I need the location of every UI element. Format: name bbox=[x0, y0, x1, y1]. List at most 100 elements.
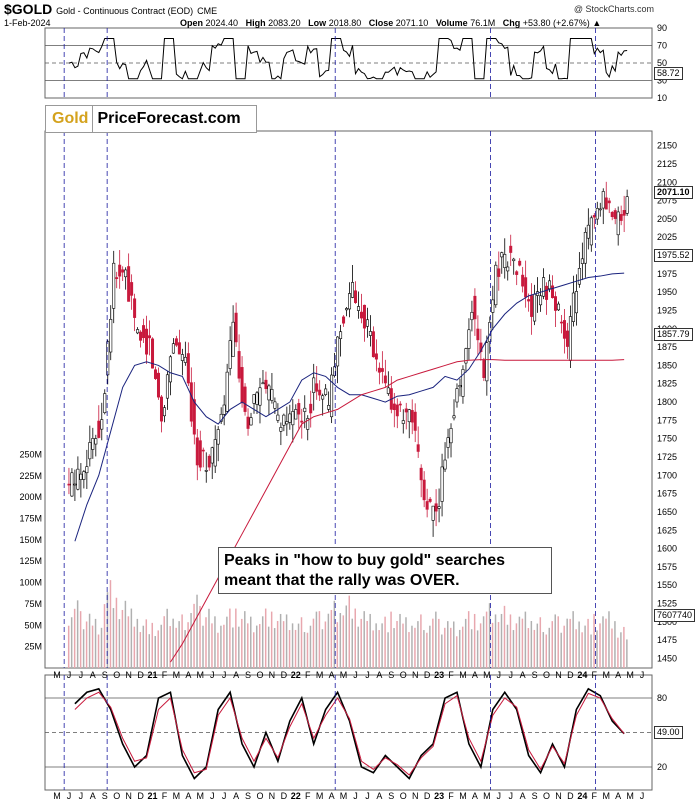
volume-bar bbox=[250, 616, 252, 668]
stoch-x-tick-label: N bbox=[125, 791, 132, 800]
close-value: 2071.10 bbox=[395, 18, 429, 28]
price-y-tick-label: 1725 bbox=[657, 452, 677, 462]
price-y-tick-label: 1950 bbox=[657, 287, 677, 297]
stoch-x-tick-label: D bbox=[567, 791, 574, 800]
stoch-x-tick-label: N bbox=[269, 791, 276, 800]
volume-bar bbox=[542, 632, 545, 668]
volume-bar bbox=[366, 621, 368, 668]
price-candle-body bbox=[177, 342, 181, 355]
volume-bar bbox=[557, 616, 559, 668]
volume-y-tick-label: 200M bbox=[19, 492, 42, 502]
price-candle-body bbox=[231, 321, 235, 357]
price-x-tick-label: S bbox=[102, 670, 108, 680]
volume-bar bbox=[554, 614, 556, 668]
volume-bar bbox=[551, 621, 553, 668]
price-candle-body bbox=[598, 208, 602, 211]
stoch-x-tick-label: A bbox=[472, 791, 478, 800]
quote-line: Open 2024.40 High 2083.20 Low 2018.80 Cl… bbox=[180, 18, 601, 28]
price-candle-body bbox=[82, 471, 86, 480]
price-candle-body bbox=[151, 338, 155, 369]
price-candle-body bbox=[476, 328, 480, 341]
price-candle-body bbox=[610, 211, 614, 217]
price-candle-body bbox=[604, 197, 608, 210]
volume-bar bbox=[124, 600, 127, 668]
volume-bar bbox=[414, 627, 416, 668]
price-candle-body bbox=[473, 295, 477, 320]
price-candle-body bbox=[464, 348, 468, 364]
volume-bar bbox=[464, 618, 467, 668]
ma50-line bbox=[74, 272, 625, 542]
price-y-tick-label: 1675 bbox=[657, 489, 677, 499]
price-candle-body bbox=[413, 411, 417, 431]
volume-bar bbox=[211, 623, 213, 668]
stoch-x-tick-label: A bbox=[615, 791, 621, 800]
stoch-x-tick-label: M bbox=[602, 791, 610, 800]
volume-bar bbox=[605, 618, 607, 668]
stoch-x-tick-label: O bbox=[400, 791, 407, 800]
stoch-x-tick-label: J bbox=[222, 791, 227, 800]
price-candle-body bbox=[527, 299, 531, 302]
price-candle-body bbox=[183, 356, 187, 363]
price-y-tick-label: 1625 bbox=[657, 525, 677, 535]
price-y-tick-label: 1525 bbox=[657, 599, 677, 609]
volume-bar bbox=[70, 617, 73, 668]
volume-bar bbox=[569, 618, 571, 668]
stoch-last-tag: 49.00 bbox=[654, 726, 683, 739]
volume-bar bbox=[581, 632, 583, 668]
price-candle-body bbox=[392, 403, 396, 411]
volume-bar bbox=[527, 628, 530, 668]
price-x-tick-label: N bbox=[412, 670, 419, 680]
stoch-x-tick-label: 23 bbox=[434, 791, 444, 800]
price-candle-body bbox=[171, 343, 175, 354]
stoch-x-tick-label: D bbox=[137, 791, 144, 800]
ma50-tag: 1975.52 bbox=[654, 249, 693, 262]
price-candle-body bbox=[300, 420, 304, 423]
price-x-tick-label: M bbox=[53, 670, 61, 680]
price-candle-body bbox=[542, 277, 546, 297]
annotation-line-1: Peaks in "how to buy gold" searches bbox=[224, 552, 506, 569]
volume-bar bbox=[590, 634, 592, 668]
price-x-tick-label: A bbox=[185, 670, 191, 680]
price-x-tick-label: O bbox=[256, 670, 263, 680]
price-x-tick-label: A bbox=[520, 670, 526, 680]
volume-bar bbox=[73, 608, 76, 668]
volume-bar bbox=[217, 632, 219, 668]
volume-bar bbox=[91, 625, 94, 668]
price-candle-body bbox=[562, 320, 566, 339]
price-y-tick-label: 1550 bbox=[657, 580, 677, 590]
volume-bar bbox=[518, 616, 521, 668]
price-y-tick-label: 1850 bbox=[657, 360, 677, 370]
volume-bar bbox=[229, 608, 231, 668]
volume-bar bbox=[438, 618, 440, 668]
price-candle-body bbox=[76, 468, 80, 490]
price-candle-body bbox=[589, 217, 593, 246]
price-x-tick-label: M bbox=[316, 670, 324, 680]
volume-value: 76.1M bbox=[470, 18, 496, 28]
price-candle-body bbox=[142, 325, 146, 339]
volume-bar bbox=[79, 611, 82, 668]
volume-bar bbox=[614, 621, 616, 668]
volume-y-tick-label: 75M bbox=[24, 599, 42, 609]
volume-bar bbox=[545, 634, 548, 668]
volume-bar bbox=[429, 625, 431, 668]
stoch-x-tick-label: M bbox=[173, 791, 181, 800]
price-candle-body bbox=[374, 353, 378, 360]
volume-bar bbox=[142, 625, 145, 668]
volume-bar bbox=[223, 624, 225, 668]
volume-bar bbox=[503, 605, 506, 668]
volume-bar bbox=[602, 616, 604, 668]
volume-bar bbox=[85, 621, 88, 668]
price-candle-body bbox=[494, 264, 498, 306]
stoch-x-tick-label: M bbox=[459, 791, 467, 800]
volume-bar bbox=[620, 632, 622, 668]
price-candle-body bbox=[195, 437, 199, 466]
volume-bar bbox=[136, 618, 139, 668]
price-x-tick-label: A bbox=[615, 670, 621, 680]
price-candle-body bbox=[198, 440, 202, 468]
price-candle-body bbox=[318, 389, 322, 396]
volume-bar bbox=[312, 618, 315, 668]
price-y-tick-label: 1575 bbox=[657, 562, 677, 572]
price-candle-body bbox=[339, 331, 343, 339]
price-x-tick-label: 22 bbox=[291, 670, 301, 680]
price-candle-body bbox=[112, 262, 116, 309]
